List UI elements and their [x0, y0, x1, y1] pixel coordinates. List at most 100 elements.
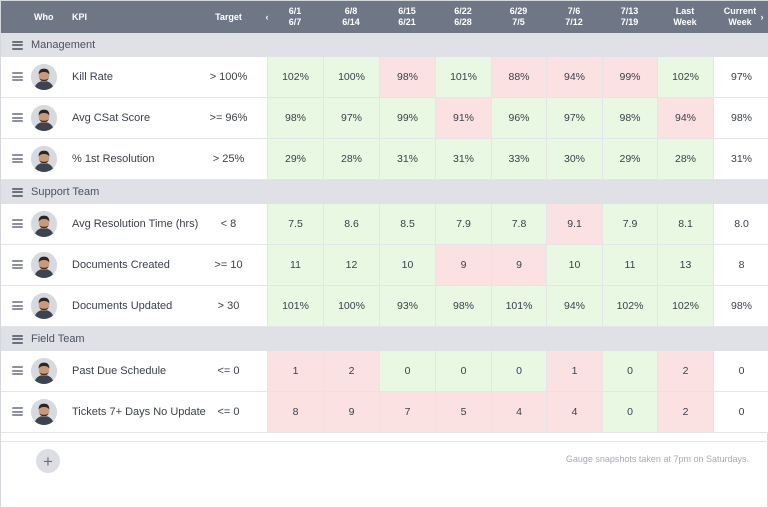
- current-week-cell[interactable]: 97%: [713, 57, 768, 97]
- week-value-cell[interactable]: 10: [379, 245, 435, 285]
- week-value-cell[interactable]: 8.6: [323, 204, 379, 244]
- drag-handle-icon[interactable]: [12, 366, 23, 375]
- current-week-cell[interactable]: 98%: [713, 98, 768, 138]
- week-value-cell[interactable]: 28%: [323, 139, 379, 179]
- week-value-cell[interactable]: 33%: [491, 139, 546, 179]
- week-value-cell[interactable]: 98%: [267, 98, 323, 138]
- week-value-cell[interactable]: 102%: [657, 57, 713, 97]
- week-value-cell[interactable]: 99%: [602, 57, 657, 97]
- current-week-cell[interactable]: 8.0: [713, 204, 768, 244]
- week-value-cell[interactable]: 30%: [546, 139, 602, 179]
- week-value-cell[interactable]: 0: [602, 351, 657, 391]
- week-value-cell[interactable]: 1: [267, 351, 323, 391]
- week-value-cell[interactable]: 29%: [267, 139, 323, 179]
- add-row-button[interactable]: +: [36, 449, 60, 473]
- avatar[interactable]: [31, 252, 57, 278]
- week-value-cell[interactable]: 0: [435, 351, 491, 391]
- week-value-cell[interactable]: 101%: [435, 57, 491, 97]
- week-value-cell[interactable]: 98%: [435, 286, 491, 326]
- current-week-cell[interactable]: 0: [713, 351, 768, 391]
- week-value-cell[interactable]: 11: [602, 245, 657, 285]
- week-value-cell[interactable]: 93%: [379, 286, 435, 326]
- avatar[interactable]: [31, 105, 57, 131]
- avatar[interactable]: [31, 293, 57, 319]
- drag-handle-icon[interactable]: [12, 187, 23, 197]
- section-header[interactable]: Support Team: [1, 180, 768, 204]
- kpi-name[interactable]: Kill Rate: [72, 71, 113, 83]
- week-value-cell[interactable]: 8.5: [379, 204, 435, 244]
- week-value-cell[interactable]: 91%: [435, 98, 491, 138]
- drag-handle-icon[interactable]: [12, 334, 23, 344]
- week-value-cell[interactable]: 94%: [657, 98, 713, 138]
- avatar[interactable]: [31, 399, 57, 425]
- week-value-cell[interactable]: 9: [435, 245, 491, 285]
- week-value-cell[interactable]: 28%: [657, 139, 713, 179]
- kpi-name[interactable]: Documents Created: [72, 259, 170, 271]
- week-value-cell[interactable]: 99%: [379, 98, 435, 138]
- week-value-cell[interactable]: 101%: [491, 286, 546, 326]
- table-row[interactable]: Kill Rate > 100% 102% 100% 98% 101% 88% 94% 99% 1…: [1, 57, 768, 98]
- week-value-cell[interactable]: 7.5: [267, 204, 323, 244]
- drag-handle-icon[interactable]: [12, 40, 23, 50]
- week-value-cell[interactable]: 88%: [491, 57, 546, 97]
- week-value-cell[interactable]: 8.1: [657, 204, 713, 244]
- week-value-cell[interactable]: 13: [657, 245, 713, 285]
- avatar[interactable]: [31, 146, 57, 172]
- table-row[interactable]: Documents Updated > 30 101% 100% 93% 98% 101% 9…: [1, 286, 768, 327]
- week-value-cell[interactable]: 12: [323, 245, 379, 285]
- kpi-name[interactable]: Documents Updated: [72, 300, 173, 312]
- drag-handle-icon[interactable]: [12, 407, 23, 416]
- week-value-cell[interactable]: 7.9: [602, 204, 657, 244]
- current-week-cell[interactable]: 31%: [713, 139, 768, 179]
- week-value-cell[interactable]: 4: [491, 392, 546, 432]
- table-row[interactable]: Avg CSat Score >= 96% 98% 97% 99% 91% 96% 97% 98…: [1, 98, 768, 139]
- week-value-cell[interactable]: 4: [546, 392, 602, 432]
- week-value-cell[interactable]: 94%: [546, 286, 602, 326]
- drag-handle-icon[interactable]: [12, 154, 23, 163]
- week-value-cell[interactable]: 7: [379, 392, 435, 432]
- kpi-name[interactable]: Past Due Schedule: [72, 365, 167, 377]
- table-row[interactable]: Avg Resolution Time (hrs) < 8 7.5 8.6 8.5 7.9…: [1, 204, 768, 245]
- kpi-name[interactable]: Avg CSat Score: [72, 112, 151, 124]
- week-value-cell[interactable]: 7.9: [435, 204, 491, 244]
- week-value-cell[interactable]: 31%: [435, 139, 491, 179]
- week-value-cell[interactable]: 101%: [267, 286, 323, 326]
- week-value-cell[interactable]: 31%: [379, 139, 435, 179]
- week-value-cell[interactable]: 102%: [657, 286, 713, 326]
- chevron-right-icon[interactable]: ›: [760, 11, 764, 22]
- week-value-cell[interactable]: 9.1: [546, 204, 602, 244]
- kpi-name[interactable]: % 1st Resolution: [72, 153, 155, 165]
- week-value-cell[interactable]: 9: [491, 245, 546, 285]
- week-value-cell[interactable]: 0: [602, 392, 657, 432]
- current-week-cell[interactable]: 8: [713, 245, 768, 285]
- week-value-cell[interactable]: 2: [657, 351, 713, 391]
- week-value-cell[interactable]: 2: [657, 392, 713, 432]
- week-value-cell[interactable]: 2: [323, 351, 379, 391]
- week-value-cell[interactable]: 0: [491, 351, 546, 391]
- table-row[interactable]: % 1st Resolution > 25% 29% 28% 31% 31% 33% 30% 2…: [1, 139, 768, 180]
- week-value-cell[interactable]: 11: [267, 245, 323, 285]
- week-value-cell[interactable]: 100%: [323, 57, 379, 97]
- current-week-cell[interactable]: 98%: [713, 286, 768, 326]
- section-header[interactable]: Field Team: [1, 327, 768, 351]
- chevron-left-icon[interactable]: ‹: [265, 11, 269, 22]
- week-value-cell[interactable]: 96%: [491, 98, 546, 138]
- kpi-name[interactable]: Tickets 7+ Days No Update: [72, 406, 206, 418]
- week-value-cell[interactable]: 98%: [379, 57, 435, 97]
- section-header[interactable]: Management: [1, 33, 768, 57]
- week-value-cell[interactable]: 0: [379, 351, 435, 391]
- drag-handle-icon[interactable]: [12, 219, 23, 228]
- avatar[interactable]: [31, 211, 57, 237]
- week-value-cell[interactable]: 102%: [602, 286, 657, 326]
- current-week-cell[interactable]: 0: [713, 392, 768, 432]
- week-value-cell[interactable]: 94%: [546, 57, 602, 97]
- week-value-cell[interactable]: 10: [546, 245, 602, 285]
- avatar[interactable]: [31, 358, 57, 384]
- week-value-cell[interactable]: 7.8: [491, 204, 546, 244]
- week-value-cell[interactable]: 100%: [323, 286, 379, 326]
- kpi-name[interactable]: Avg Resolution Time (hrs): [72, 218, 199, 230]
- week-value-cell[interactable]: 98%: [602, 98, 657, 138]
- week-value-cell[interactable]: 9: [323, 392, 379, 432]
